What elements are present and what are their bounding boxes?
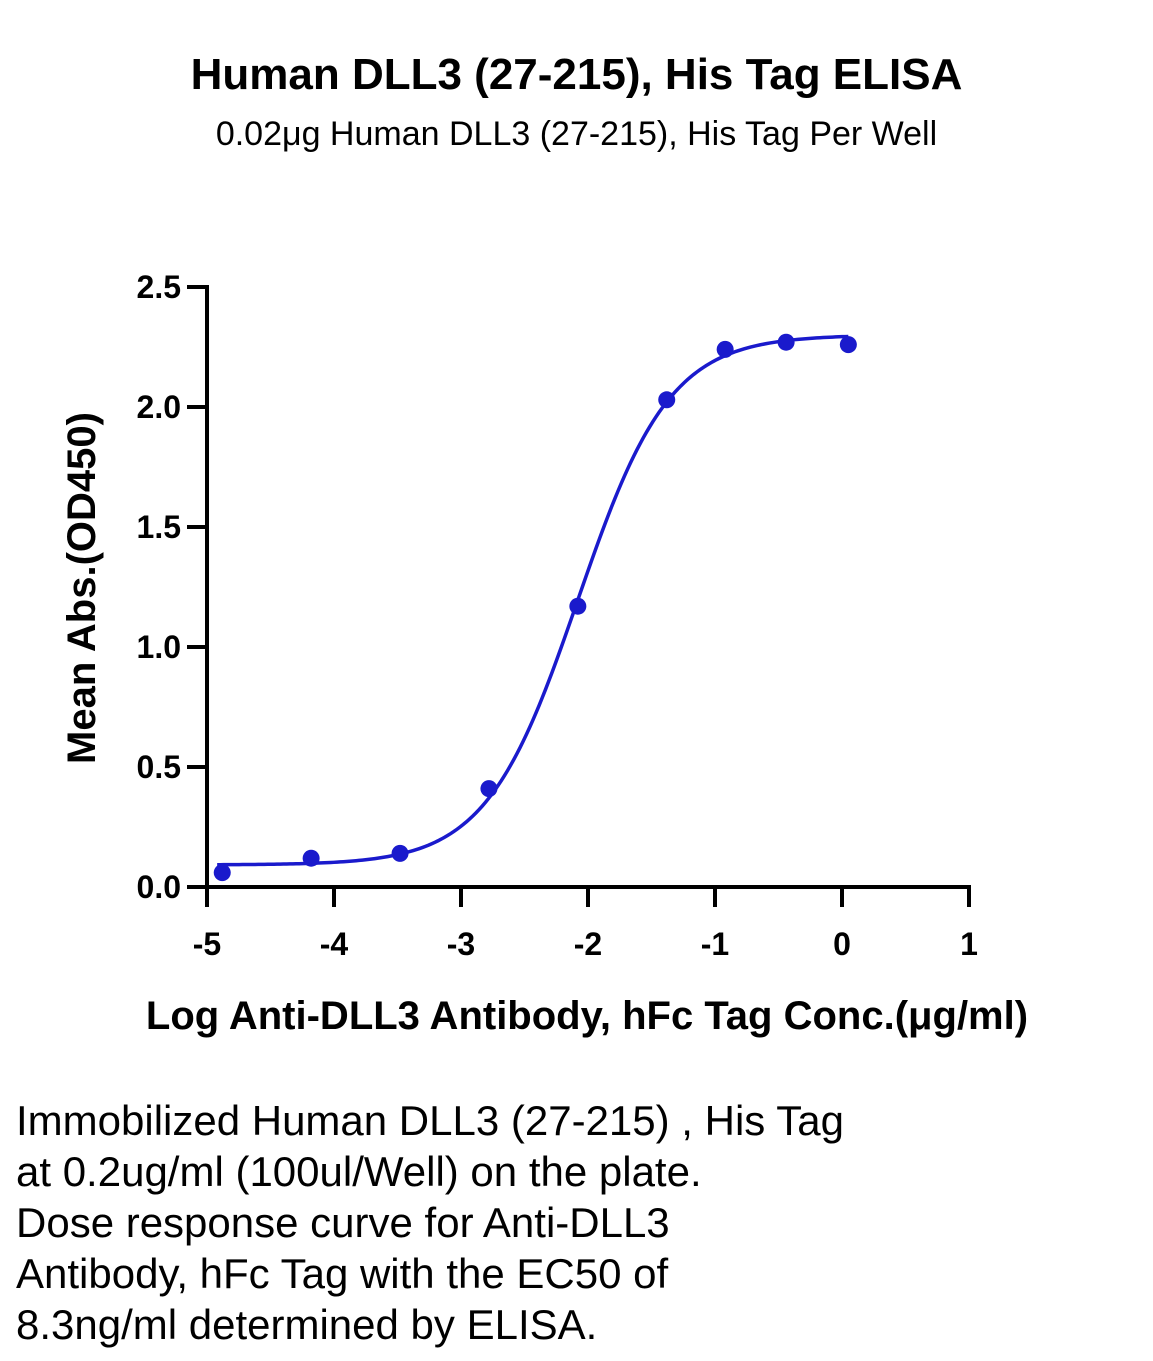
x-tick-label: -3 <box>447 926 475 962</box>
caption-line: Dose response curve for Anti-DLL3 <box>16 1199 670 1246</box>
data-point <box>839 336 857 354</box>
caption-line: at 0.2ug/ml (100ul/Well) on the plate. <box>16 1148 702 1195</box>
y-tick-label: 2.5 <box>137 269 181 305</box>
y-tick-label: 0.5 <box>137 749 181 785</box>
y-tick-label: 1.5 <box>137 509 181 545</box>
y-axis-title: Mean Abs.(OD450) <box>60 412 104 764</box>
data-point <box>391 844 409 862</box>
data-point <box>777 333 795 351</box>
chart-title: Human DLL3 (27-215), His Tag ELISA <box>190 50 963 99</box>
y-tick-label: 2.0 <box>137 389 181 425</box>
chart-subtitle: 0.02μg Human DLL3 (27-215), His Tag Per … <box>215 115 938 153</box>
data-point <box>569 597 587 615</box>
caption: Immobilized Human DLL3 (27-215) , His Ta… <box>16 1095 1136 1350</box>
x-axis-title: Log Anti-DLL3 Antibody, hFc Tag Conc.(μg… <box>146 994 1028 1038</box>
data-points <box>213 333 857 882</box>
axes: 0.0 0.5 1.0 1.5 2.0 2.5 -5 -4 -3 -2 -1 0 1 <box>137 269 978 962</box>
data-point <box>480 780 498 798</box>
y-tick-label: 0.0 <box>137 869 181 905</box>
y-tick-label: 1.0 <box>137 629 181 665</box>
x-tick-label: -4 <box>320 926 349 962</box>
elisa-chart: 0.0 0.5 1.0 1.5 2.0 2.5 -5 -4 -3 -2 -1 0 1 Mean Abs.… <box>60 269 1028 1038</box>
data-point <box>658 391 676 409</box>
data-point <box>213 864 231 882</box>
data-point <box>716 340 734 358</box>
caption-line: Immobilized Human DLL3 (27-215) , His Ta… <box>16 1097 844 1144</box>
caption-line: Antibody, hFc Tag with the EC50 of <box>16 1250 669 1297</box>
x-tick-label: -2 <box>574 926 602 962</box>
x-tick-label: -5 <box>193 926 221 962</box>
fit-curve <box>217 334 849 867</box>
x-tick-label: 1 <box>960 926 978 962</box>
x-tick-label: -1 <box>701 926 729 962</box>
caption-line: 8.3ng/ml determined by ELISA. <box>16 1301 598 1348</box>
x-tick-label: 0 <box>833 926 851 962</box>
data-point <box>302 849 320 867</box>
